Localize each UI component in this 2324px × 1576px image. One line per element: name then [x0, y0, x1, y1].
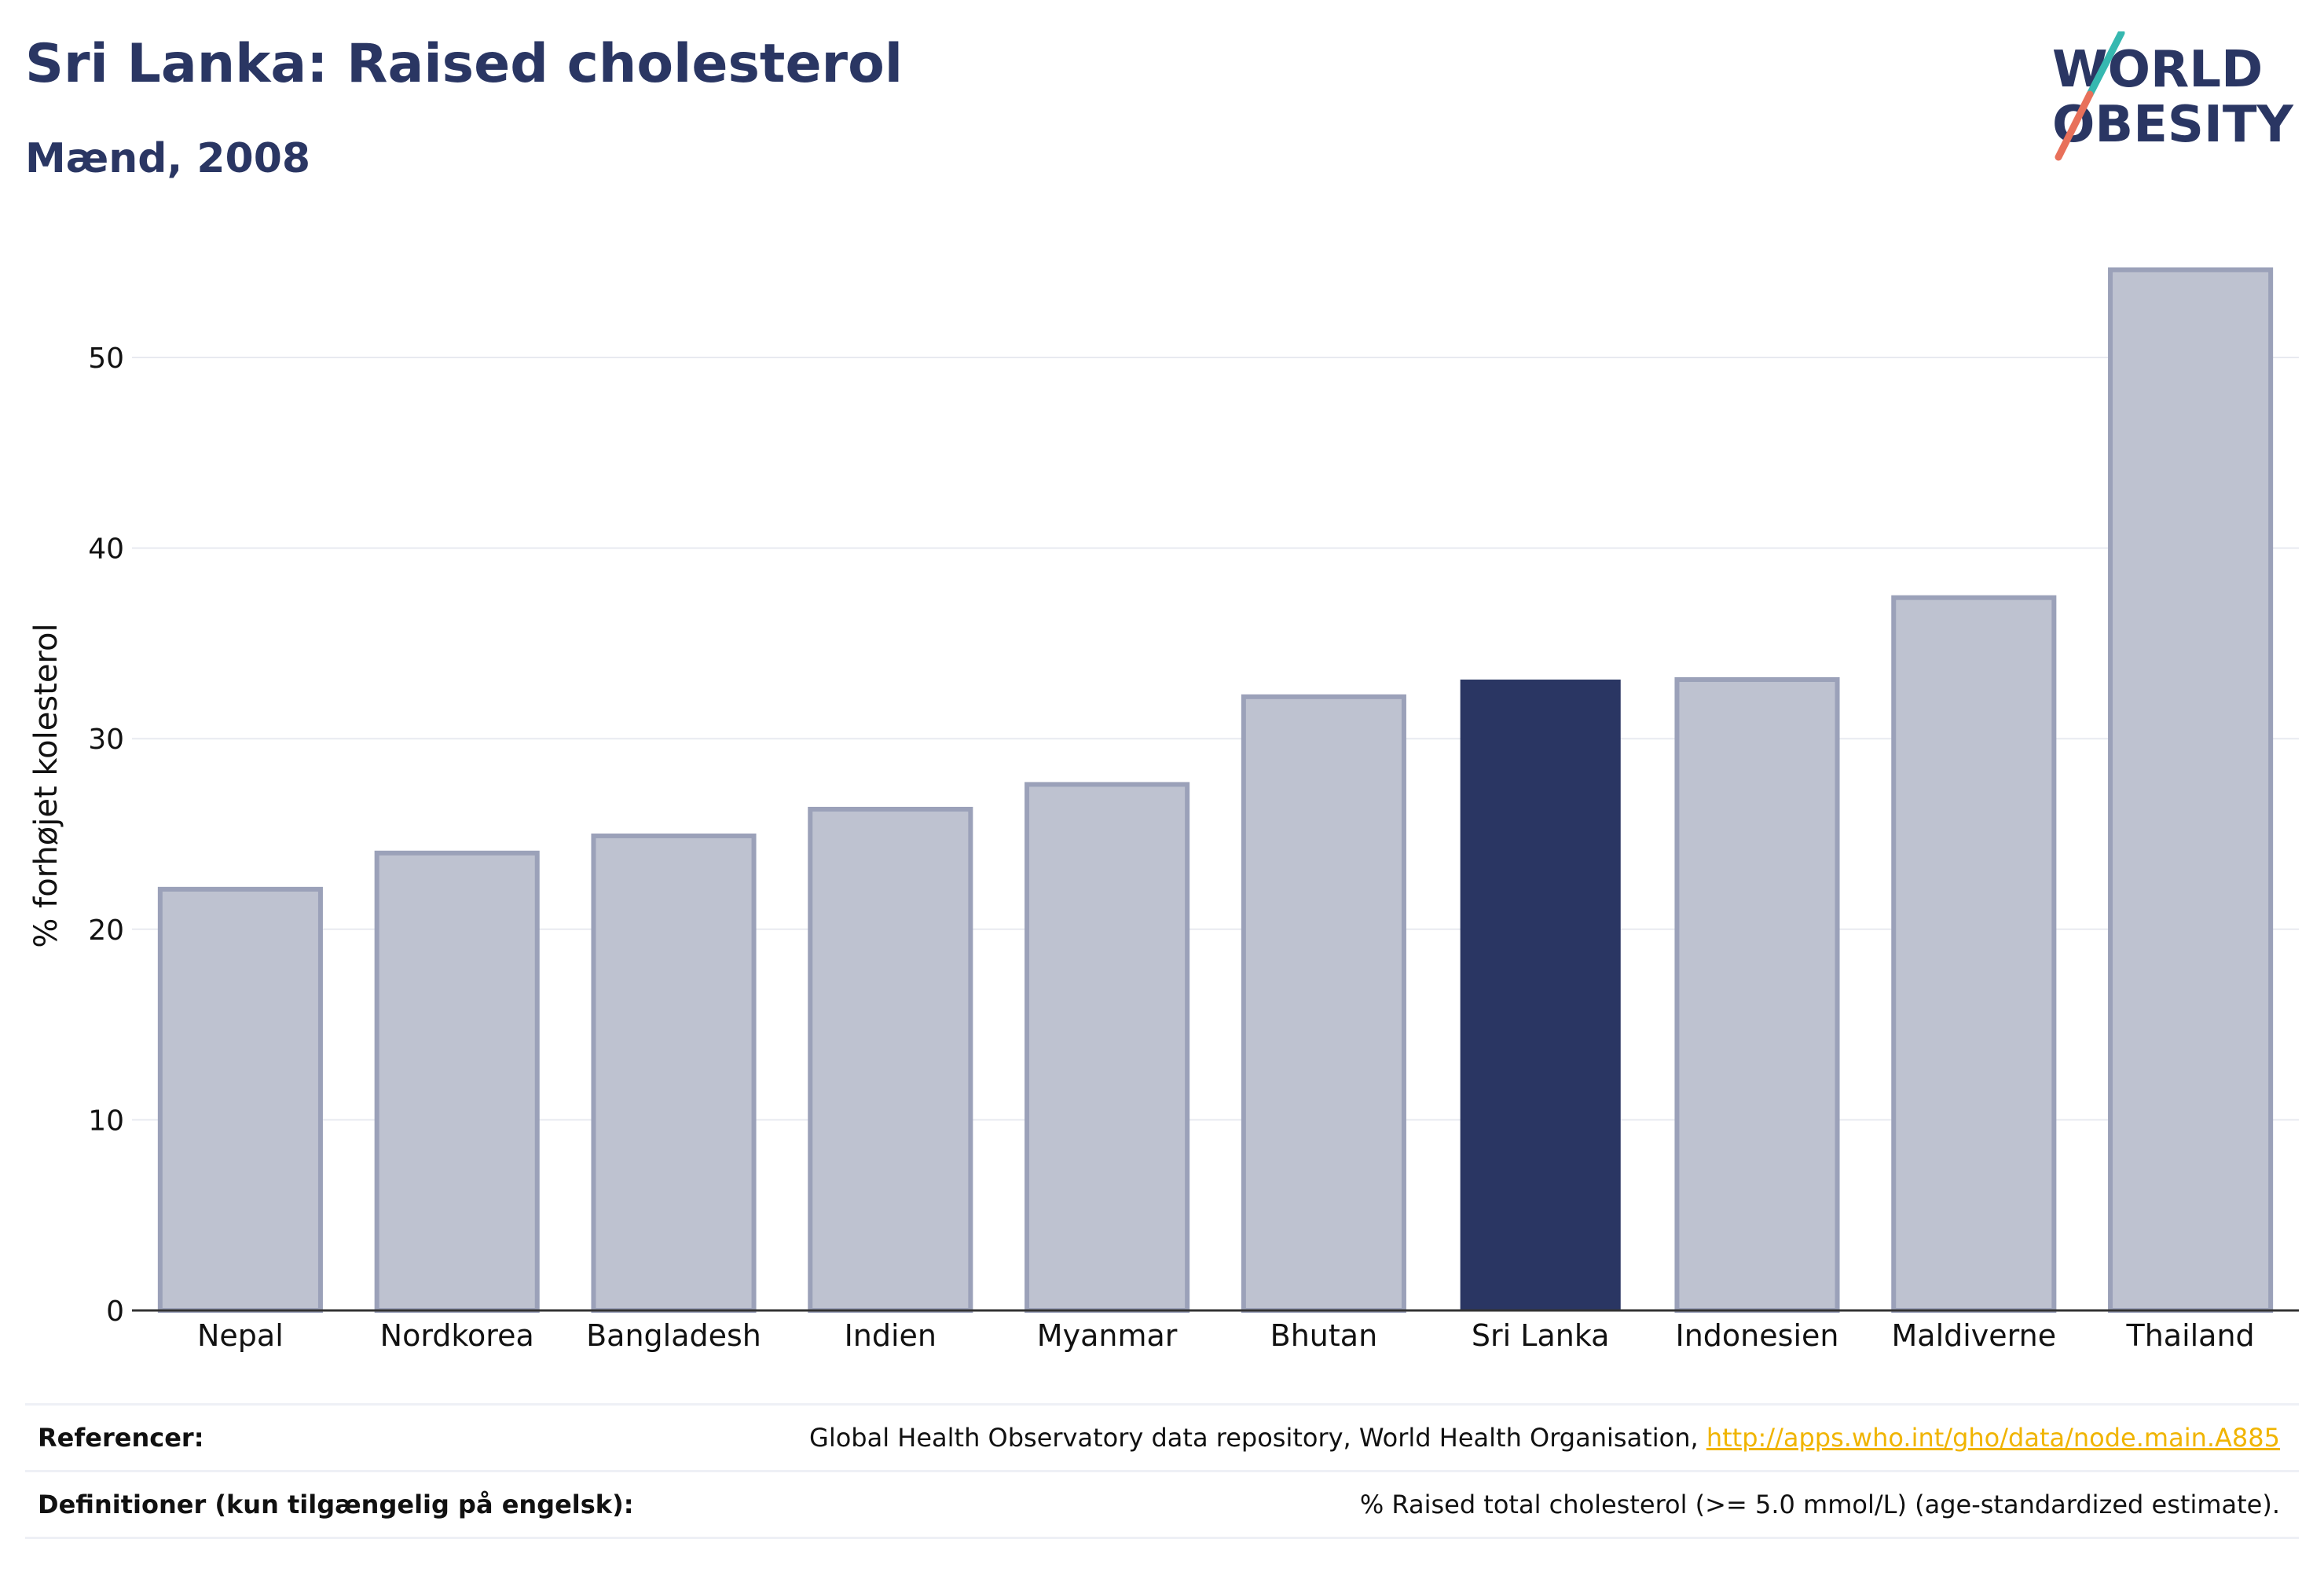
x-tick-label: Indonesien: [1676, 1318, 1839, 1353]
y-tick-label: 30: [88, 724, 124, 756]
bar: [1891, 595, 2057, 1313]
logo-line2: OBESITY: [2052, 96, 2293, 154]
x-tick-label: Nepal: [197, 1318, 284, 1353]
y-tick-label: 50: [88, 343, 124, 375]
bar: [1241, 694, 1406, 1313]
references-label: Referencer:: [38, 1423, 204, 1453]
y-tick-label: 10: [88, 1105, 124, 1137]
y-tick-label: 40: [88, 533, 124, 566]
definitions-label: Definitioner (kun tilgængelig på engelsk…: [38, 1490, 634, 1519]
bar: [374, 850, 540, 1313]
x-ticks: Nepal Nordkorea Bangladesh Indien Myanmar Bhu…: [197, 1318, 2255, 1353]
references-row: Referencer: Global Health Observatory da…: [25, 1406, 2299, 1470]
bar: [2108, 267, 2274, 1313]
footer-divider-top: [25, 1403, 2299, 1406]
logo-slash-top: [2086, 31, 2125, 98]
bar: [1674, 676, 1840, 1313]
x-tick-label: Maldiverne: [1892, 1318, 2057, 1353]
bar: [808, 806, 973, 1314]
y-tick-label: 0: [106, 1296, 124, 1328]
logo-slash-bottom: [2055, 90, 2094, 161]
logo-line1: WORLD: [2052, 41, 2263, 99]
bar: [1025, 782, 1190, 1313]
footer-divider-middle: [25, 1470, 2299, 1472]
bar: [591, 833, 757, 1313]
bar-chart: 0 10 20 30 40 50 Nepal Nordkorea Bangladesh Indi…: [28, 267, 2299, 1353]
footer-divider-bottom: [25, 1537, 2299, 1539]
definitions-row: Definitioner (kun tilgængelig på engelsk…: [25, 1472, 2299, 1537]
x-tick-label: Thailand: [2125, 1318, 2254, 1353]
references-link[interactable]: http://apps.who.int/gho/data/node.main.A…: [1706, 1423, 2280, 1453]
y-axis-label: % forhøjet kolesterol: [28, 623, 64, 947]
references-text: Global Health Observatory data repositor…: [809, 1423, 1706, 1453]
y-tick-label: 20: [88, 914, 124, 947]
chart-subtitle: Mænd, 2008: [25, 135, 311, 182]
chart-title: Sri Lanka: Raised cholesterol: [25, 33, 904, 95]
x-tick-label: Myanmar: [1037, 1318, 1178, 1353]
y-ticks: 0 10 20 30 40 50: [88, 343, 124, 1328]
bar: [157, 886, 323, 1313]
references-value: Global Health Observatory data repositor…: [809, 1423, 2299, 1453]
x-tick-label: Bhutan: [1270, 1318, 1378, 1353]
world-obesity-logo: WORLD OBESITY: [2052, 31, 2293, 161]
x-tick-label: Indien: [845, 1318, 937, 1353]
x-tick-label: Bangladesh: [586, 1318, 761, 1353]
x-tick-label: Sri Lanka: [1472, 1318, 1610, 1353]
definitions-value: % Raised total cholesterol (>= 5.0 mmol/…: [1359, 1490, 2280, 1519]
x-tick-label: Nordkorea: [380, 1318, 534, 1353]
bars: [157, 267, 2274, 1314]
bar-highlight: [1460, 679, 1621, 1310]
